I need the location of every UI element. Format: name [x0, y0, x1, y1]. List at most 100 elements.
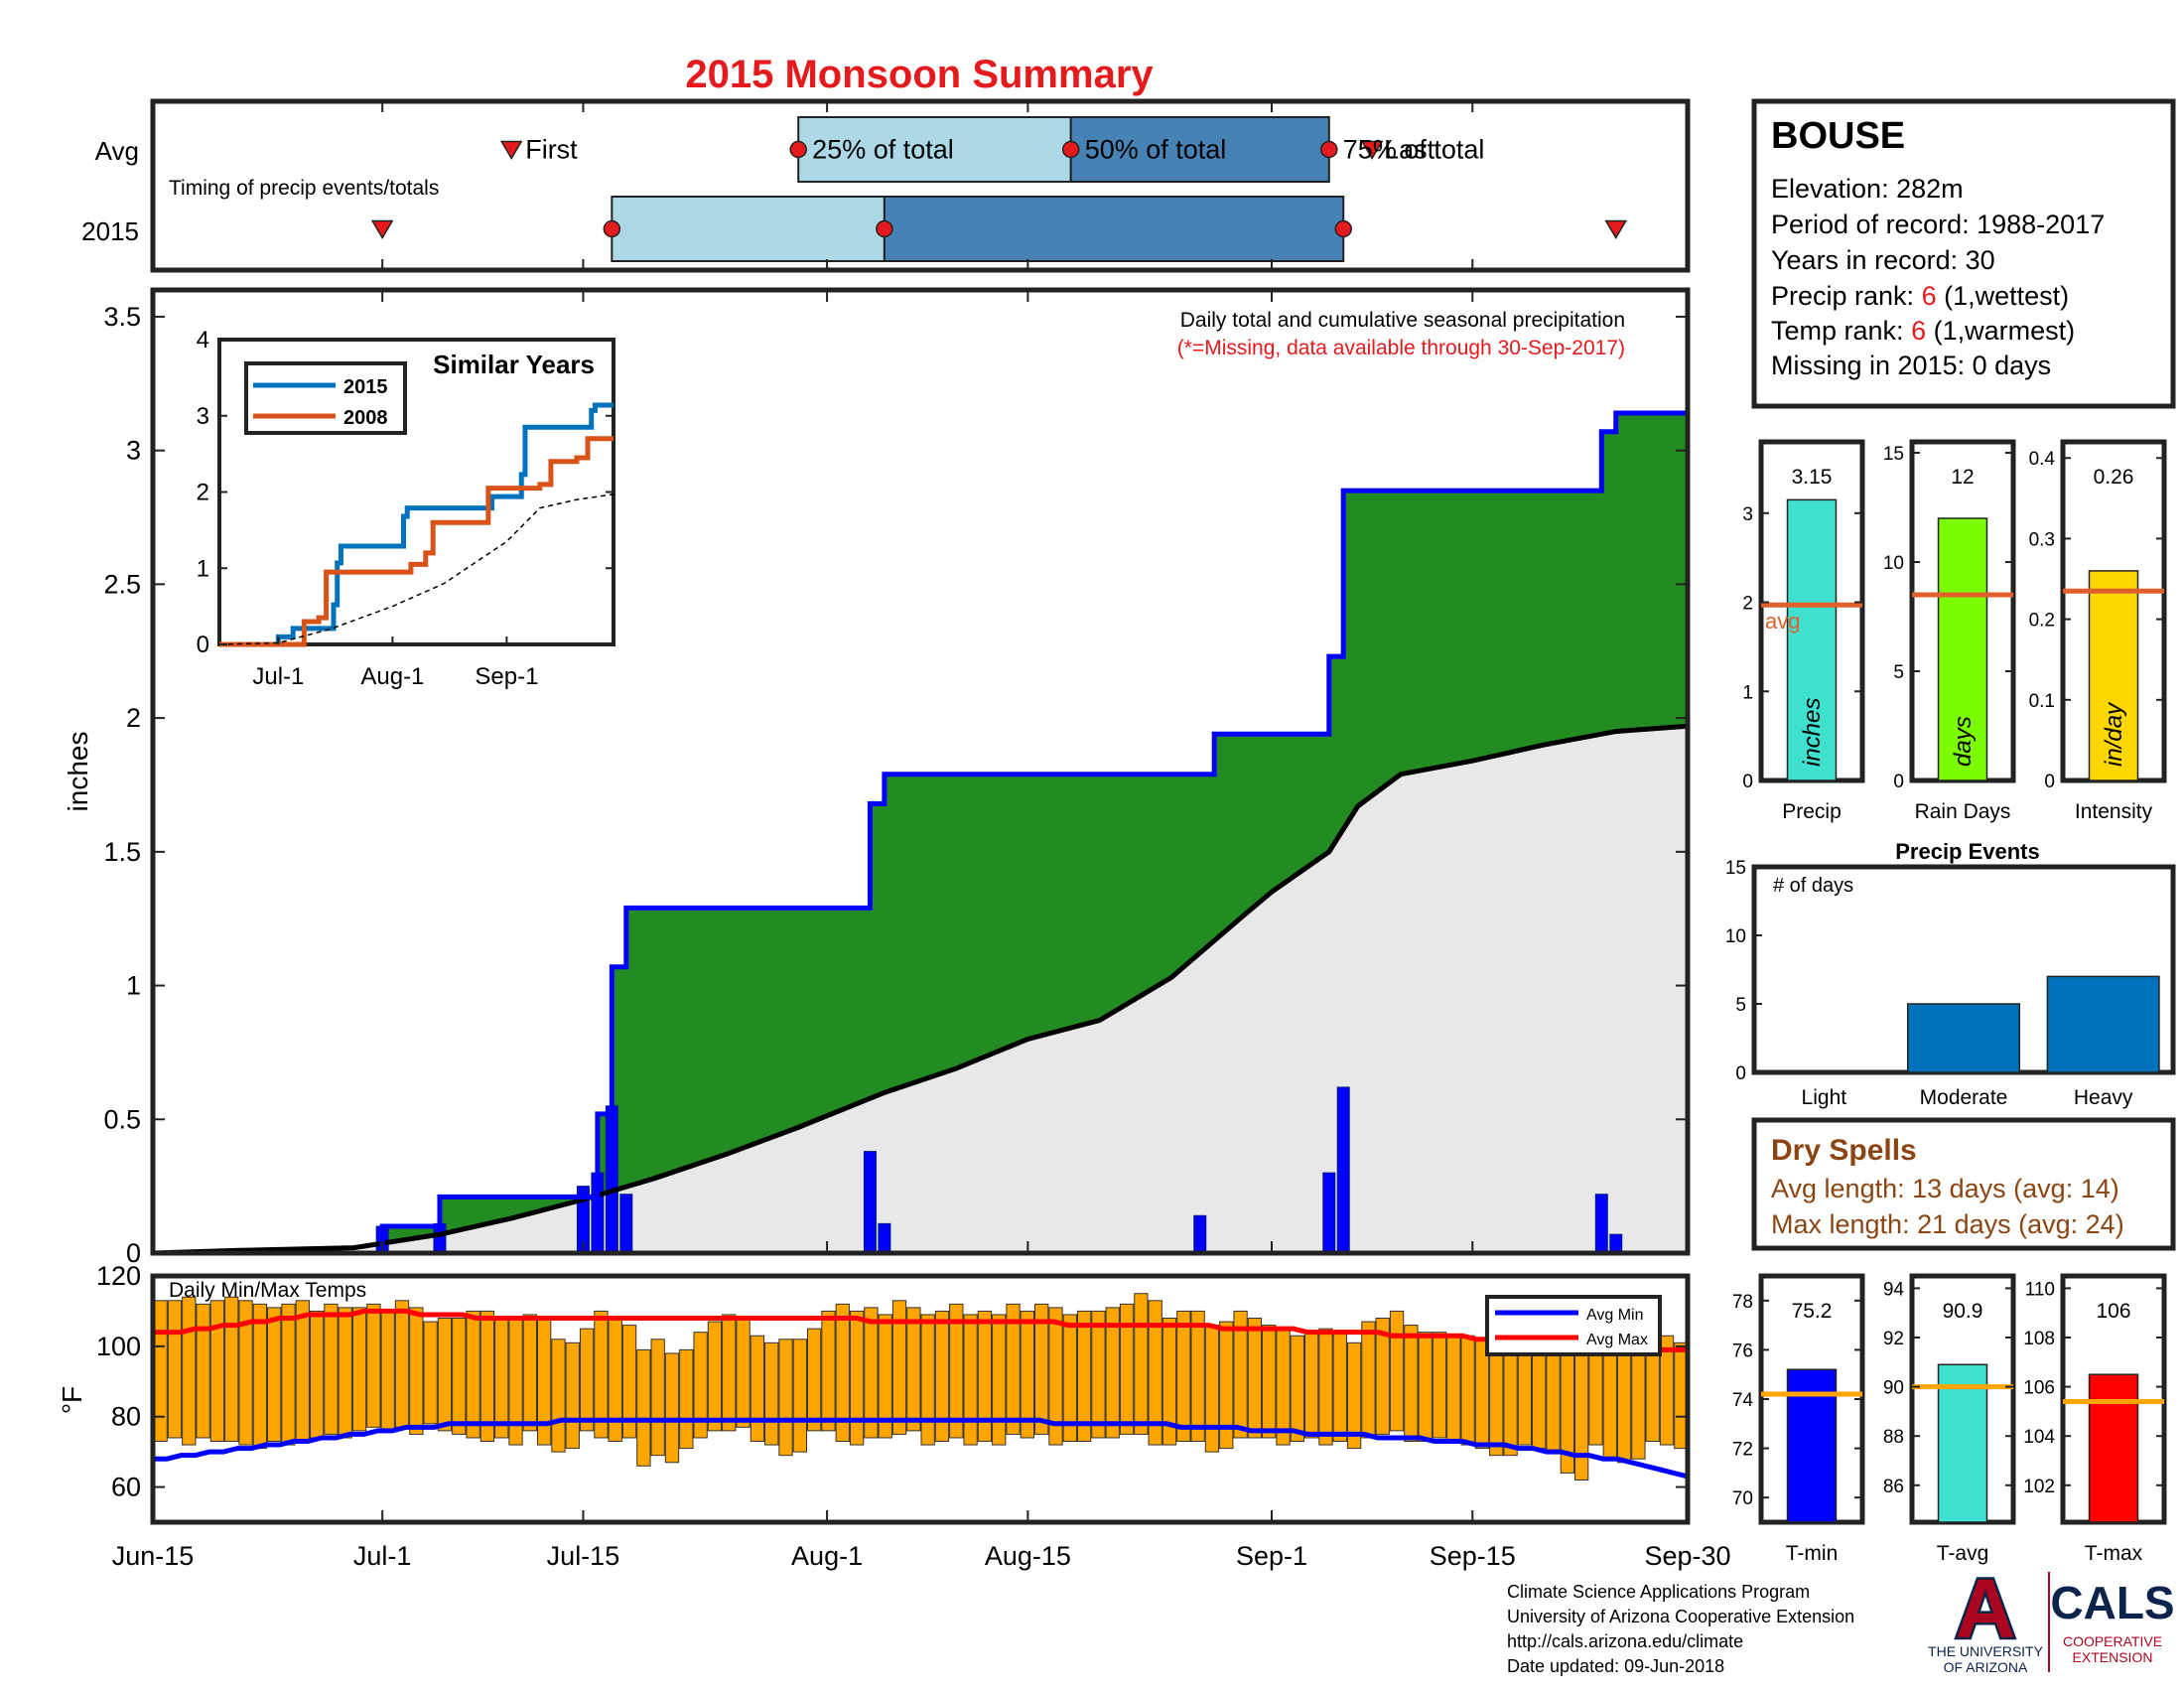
daily-temp-bar	[1404, 1325, 1419, 1443]
ua-logo-name-2: OF ARIZONA	[1944, 1659, 2028, 1675]
cumulative-2015-line	[153, 410, 1688, 1256]
precip-event-category: Moderate	[1920, 1086, 2008, 1109]
daily-temp-bar	[522, 1314, 537, 1432]
daily-temp-bar	[1048, 1307, 1063, 1446]
daily-temp-bar	[949, 1303, 964, 1439]
stat-y-tick-label: 1	[1742, 682, 1753, 703]
x-tick-label: Jul-1	[353, 1541, 412, 1571]
daily-temp-bar	[1290, 1335, 1304, 1443]
daily-temp-bar	[1119, 1303, 1135, 1435]
daily-temp-bar	[679, 1348, 694, 1450]
timing-box-25-50	[611, 196, 886, 262]
daily-precip-bar	[878, 1222, 891, 1254]
stat-y-tick-label: 15	[1883, 444, 1904, 465]
stat-y-tick-label: 3	[1742, 504, 1753, 525]
timing-label-75: 75% of total	[1343, 135, 1485, 165]
dry-spells-title: Dry Spells	[1771, 1134, 1917, 1167]
daily-temp-bar	[1332, 1332, 1347, 1443]
stat-avg-label: avg	[1765, 609, 1800, 634]
daily-temp-bar	[209, 1300, 225, 1443]
cumulative-avg-line	[152, 723, 1689, 1256]
daily-temp-bar	[1659, 1335, 1675, 1446]
daily-temp-bar	[1134, 1293, 1149, 1435]
stat-y-tick-label: 0	[1742, 772, 1753, 792]
precip-y-tick-label: 2	[126, 703, 141, 733]
precip-events-title: Precip Events	[1895, 839, 2040, 864]
footer-line-1: Climate Science Applications Program	[1507, 1582, 1810, 1602]
timing-note: Timing of precip events/totals	[169, 177, 439, 200]
timing-first-last-marker	[370, 219, 394, 239]
stat-value-bar	[1937, 517, 1988, 781]
daily-temp-bar	[1460, 1335, 1475, 1446]
precip-panel: 0 0.5 1 1.5 2 2.5 3 3.5 inches Daily total and …	[63, 287, 1691, 1268]
daily-temp-bar	[1446, 1335, 1461, 1443]
daily-temp-bar	[693, 1332, 708, 1439]
stat-panel-name: Intensity	[2075, 800, 2153, 823]
daily-temp-bar	[494, 1318, 509, 1439]
daily-temp-bar	[1517, 1341, 1533, 1446]
x-tick-label: Sep-15	[1430, 1541, 1516, 1571]
daily-temp-bar	[252, 1303, 268, 1450]
daily-precip-bar	[619, 1194, 633, 1254]
cals-logo-text: CALS	[2050, 1577, 2174, 1628]
daily-temp-bar	[835, 1303, 850, 1443]
daily-temp-bar	[437, 1318, 453, 1432]
daily-temp-bar	[1432, 1332, 1447, 1439]
stat-value-label: 0.26	[2094, 466, 2134, 489]
stat-y-tick-label: 104	[2023, 1427, 2055, 1448]
stat-y-tick-label: 0.4	[2029, 449, 2056, 470]
daily-temp-bar	[238, 1300, 253, 1446]
events-layer: Light Moderate Heavy 0 5 10 15	[1725, 858, 2160, 1109]
daily-temp-bar	[1304, 1332, 1319, 1439]
inset-ticks: 0 1 2 3 4 Jul-1 Aug-1 Sep-1	[197, 327, 614, 690]
stat-y-tick-label: 72	[1732, 1440, 1753, 1461]
inset-y-tick-label: 2	[197, 480, 209, 506]
timing-first-last-marker	[1604, 219, 1628, 239]
daily-temp-bar	[196, 1303, 210, 1439]
daily-precip-bar	[1193, 1214, 1207, 1254]
daily-temp-bar	[1631, 1341, 1646, 1460]
daily-temp-bar	[1489, 1341, 1504, 1457]
station-period: Period of record: 1988-2017	[1771, 210, 2105, 239]
daily-temp-bar	[167, 1300, 183, 1439]
daily-temp-bar	[621, 1325, 637, 1439]
dry-spells-box: Dry Spells Avg length: 13 days (avg: 14)…	[1751, 1117, 2176, 1251]
inset-y-tick-label: 0	[197, 632, 209, 658]
daily-temp-bar	[1276, 1328, 1291, 1446]
timing-first-last-marker	[499, 140, 523, 160]
daily-temp-bar	[1190, 1310, 1205, 1443]
stat-panel-name: Rain Days	[1915, 800, 2011, 823]
cals-logo: CALS COOPERATIVE EXTENSION	[2050, 1577, 2174, 1665]
timing-label-last: Last	[1384, 135, 1435, 165]
daily-temp-bar	[1219, 1321, 1234, 1450]
daily-temp-bar	[849, 1310, 865, 1446]
daily-temp-bar	[977, 1310, 993, 1443]
similar-years-legend: 2015 2008	[244, 361, 407, 435]
daily-precip-bar	[1336, 1086, 1350, 1254]
legend-2008: 2008	[343, 407, 388, 429]
daily-temp-bar	[920, 1314, 935, 1446]
stat-y-tick-label: 0	[2044, 772, 2055, 792]
daily-temp-bar	[1233, 1310, 1248, 1439]
daily-temp-bar	[466, 1310, 480, 1439]
temp-y-ticks: 60 80 100 120	[96, 1261, 1689, 1522]
daily-temp-bar	[636, 1348, 651, 1467]
stat-y-tick-label: 0	[1893, 772, 1904, 792]
precip-events-panel: Precip Events Light Moderate Heavy 0 5 10 15 #…	[1725, 839, 2176, 1109]
precip-y-ticks: 0 0.5 1 1.5 2 2.5 3 3.5	[103, 290, 1689, 1268]
stat-y-tick-label: 74	[1732, 1390, 1754, 1411]
x-tick-label: Aug-15	[985, 1541, 1071, 1571]
timing-label-25: 25% of total	[812, 135, 954, 165]
daily-temp-bar	[309, 1310, 325, 1439]
temp-y-tick-label: 100	[96, 1332, 141, 1361]
temp-legend: Avg Min Avg Max	[1485, 1295, 1662, 1356]
similar-years-series-line	[219, 402, 614, 647]
inset-x-tick-label: Aug-1	[360, 663, 424, 690]
daily-temp-bar	[1361, 1321, 1376, 1439]
stat-y-tick-label: 5	[1893, 662, 1904, 683]
daily-temp-bar	[1389, 1310, 1405, 1432]
precip-y-tick-label: 2.5	[103, 569, 141, 599]
stat-unit-label: days	[1950, 716, 1977, 767]
precip-y-tick-label: 1	[126, 971, 141, 1001]
stat-y-tick-label: 102	[2023, 1477, 2055, 1497]
